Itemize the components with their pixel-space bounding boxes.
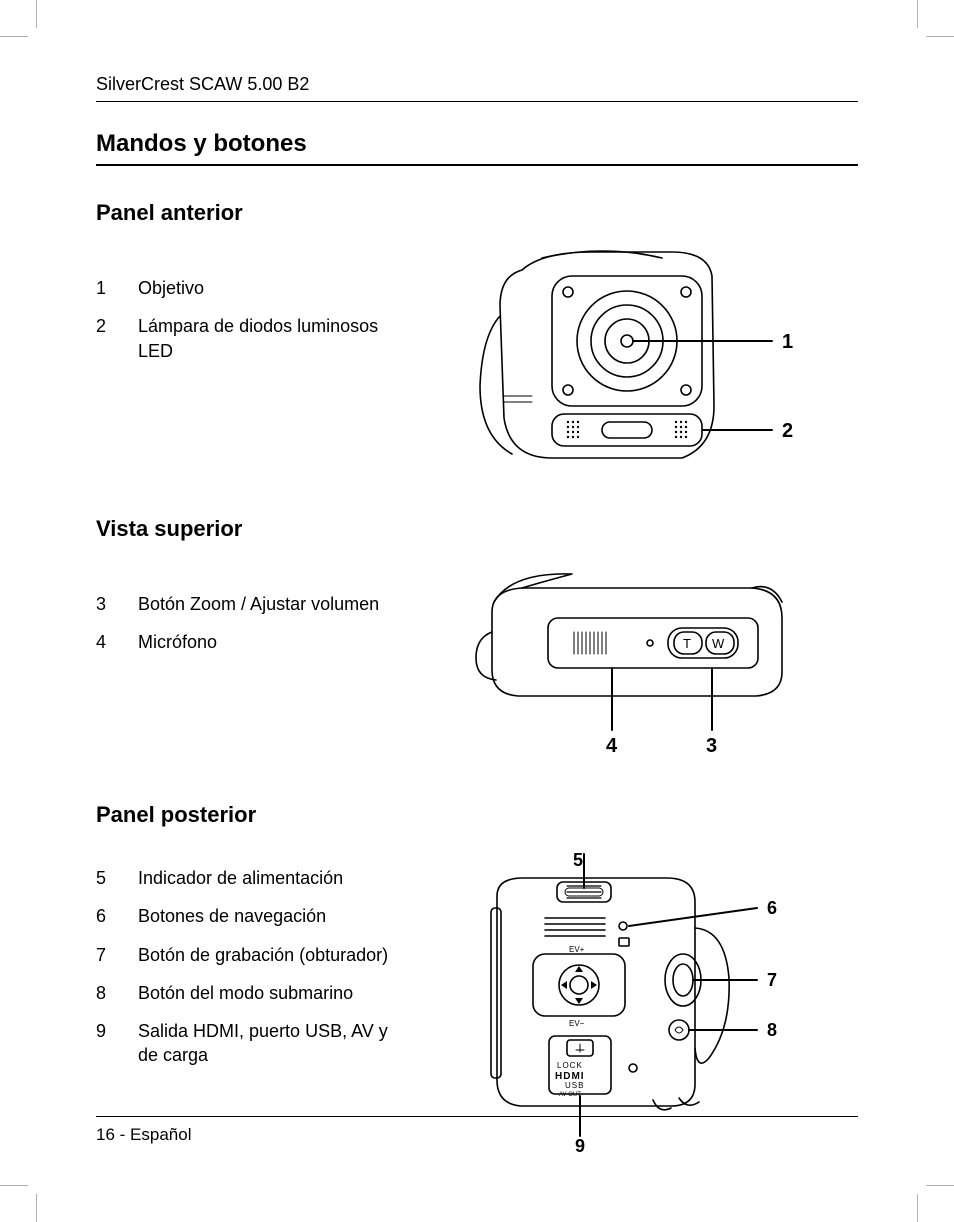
legend-text: Botón del modo submarino (138, 981, 396, 1005)
callout-2: 2 (782, 420, 793, 442)
camera-top-svg: T W 4 3 (452, 562, 822, 762)
legend-top: 3 Botón Zoom / Ajustar volumen 4 Micrófo… (96, 562, 396, 669)
legend-num: 2 (96, 314, 138, 338)
legend-text: Lámpara de diodos luminosos LED (138, 314, 396, 363)
footer-sep: - (115, 1125, 130, 1144)
label-evm: EV− (569, 1019, 585, 1028)
legend-text: Salida HDMI, puerto USB, AV y de carga (138, 1019, 396, 1068)
callout-4: 4 (606, 735, 618, 757)
legend-row: 6 Botones de navegación (96, 904, 396, 928)
legend-row: 1 Objetivo (96, 276, 396, 300)
label-lock: LOCK (557, 1061, 583, 1070)
figure-front: 1 2 (416, 246, 858, 476)
section-title-front: Panel anterior (96, 200, 858, 226)
legend-row: 8 Botón del modo submarino (96, 981, 396, 1005)
legend-text: Micrófono (138, 630, 396, 654)
callout-8: 8 (767, 1020, 777, 1040)
page-title: Mandos y botones (96, 130, 858, 166)
page-footer: 16 - Español (96, 1116, 858, 1145)
svg-text:T: T (683, 636, 691, 651)
legend-text: Botón de grabación (obturador) (138, 943, 396, 967)
legend-text: Objetivo (138, 276, 396, 300)
legend-row: 7 Botón de grabación (obturador) (96, 943, 396, 967)
callout-7: 7 (767, 970, 777, 990)
legend-num: 6 (96, 904, 138, 928)
legend-num: 8 (96, 981, 138, 1005)
legend-row: 3 Botón Zoom / Ajustar volumen (96, 592, 396, 616)
legend-num: 3 (96, 592, 138, 616)
figure-top: T W 4 3 (416, 562, 858, 762)
legend-row: 4 Micrófono (96, 630, 396, 654)
legend-row: 2 Lámpara de diodos luminosos LED (96, 314, 396, 363)
legend-row: 5 Indicador de alimentación (96, 866, 396, 890)
callout-3: 3 (706, 735, 717, 757)
figure-rear: EV+ EV− LOCK HDMI USB AV OUT (416, 848, 858, 1158)
legend-front: 1 Objetivo 2 Lámpara de diodos luminosos… (96, 246, 396, 377)
legend-num: 7 (96, 943, 138, 967)
legend-text: Botón Zoom / Ajustar volumen (138, 592, 396, 616)
callout-6: 6 (767, 898, 777, 918)
camera-front-svg: 1 2 (452, 246, 822, 476)
legend-num: 1 (96, 276, 138, 300)
section-title-rear: Panel posterior (96, 802, 858, 828)
legend-row: 9 Salida HDMI, puerto USB, AV y de carga (96, 1019, 396, 1068)
label-usb: USB (565, 1081, 584, 1090)
camera-rear-svg: EV+ EV− LOCK HDMI USB AV OUT (437, 848, 837, 1158)
section-front: 1 Objetivo 2 Lámpara de diodos luminosos… (96, 246, 858, 476)
legend-rear: 5 Indicador de alimentación 6 Botones de… (96, 848, 396, 1082)
legend-text: Botones de navegación (138, 904, 396, 928)
section-rear: 5 Indicador de alimentación 6 Botones de… (96, 848, 858, 1158)
svg-text:W: W (712, 636, 725, 651)
section-top: 3 Botón Zoom / Ajustar volumen 4 Micrófo… (96, 562, 858, 762)
page-content: SilverCrest SCAW 5.00 B2 Mandos y botone… (96, 74, 858, 1158)
callout-1: 1 (782, 331, 793, 353)
section-title-top: Vista superior (96, 516, 858, 542)
footer-lang: Español (130, 1125, 191, 1144)
page-number: 16 (96, 1125, 115, 1144)
label-av: AV OUT (559, 1092, 581, 1098)
label-evp: EV+ (569, 945, 585, 954)
legend-num: 5 (96, 866, 138, 890)
legend-num: 9 (96, 1019, 138, 1043)
legend-num: 4 (96, 630, 138, 654)
running-head: SilverCrest SCAW 5.00 B2 (96, 74, 858, 102)
legend-text: Indicador de alimentación (138, 866, 396, 890)
callout-5: 5 (573, 850, 583, 870)
